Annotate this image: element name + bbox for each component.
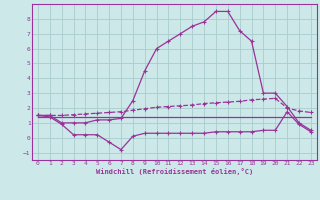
X-axis label: Windchill (Refroidissement éolien,°C): Windchill (Refroidissement éolien,°C) bbox=[96, 168, 253, 175]
